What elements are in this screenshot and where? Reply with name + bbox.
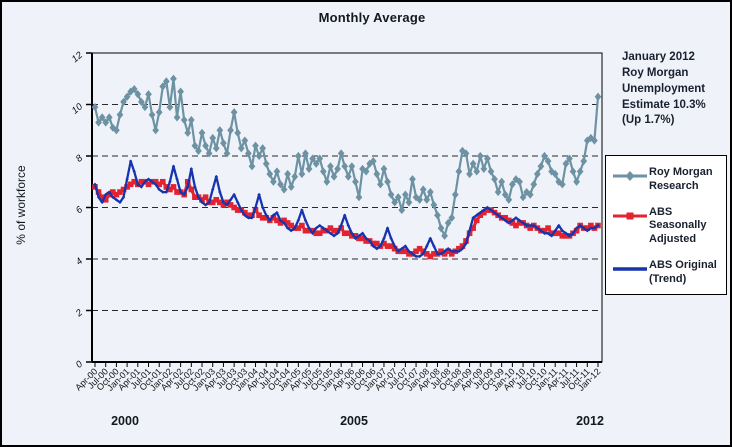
legend: Roy Morgan Research ABS Seasonally Adjus… — [605, 155, 727, 295]
series-abs-original-trend — [93, 159, 600, 259]
legend-item-abs-seasonally-adjusted: ABS Seasonally Adjusted — [612, 206, 724, 247]
svg-text:8: 8 — [74, 152, 86, 164]
svg-text:0: 0 — [74, 358, 86, 370]
legend-label-abs-original: ABS Original (Trend) — [649, 258, 717, 285]
year-label-2000: 2000 — [111, 414, 139, 428]
chart-title: Monthly Average — [318, 10, 426, 25]
year-label-2005: 2005 — [340, 414, 368, 428]
annotation-callout: January 2012 Roy Morgan Unemployment Est… — [622, 51, 706, 127]
x-axis-ticks: Apr-00Jul-00Oct-00Jan-01Apr-01Jul-01Oct-… — [73, 362, 602, 393]
legend-swatch-abs-seasonally-adjusted-icon — [613, 212, 647, 219]
svg-text:10: 10 — [70, 101, 86, 117]
svg-text:2: 2 — [73, 307, 85, 320]
legend-item-abs-original: ABS Original (Trend) — [612, 259, 724, 287]
legend-swatch-roy-morgan-icon — [613, 171, 647, 181]
y-axis-title: % of workforce — [14, 165, 28, 245]
legend-swatch-abs-original-icon — [613, 267, 647, 271]
svg-text:12: 12 — [70, 49, 86, 65]
svg-text:6: 6 — [74, 204, 86, 216]
gridlines — [92, 104, 602, 311]
legend-item-roy-morgan: Roy Morgan Research — [612, 166, 724, 194]
series-roy-morgan-research — [91, 74, 602, 240]
year-label-2012: 2012 — [576, 414, 604, 428]
legend-label-roy-morgan: Roy Morgan Research — [649, 166, 713, 192]
legend-label-abs-seasonally-adjusted: ABS Seasonally Adjusted — [649, 205, 707, 246]
y-axis-ticks: 0 2 4 6 8 10 12 — [70, 49, 92, 371]
svg-text:4: 4 — [74, 256, 85, 268]
